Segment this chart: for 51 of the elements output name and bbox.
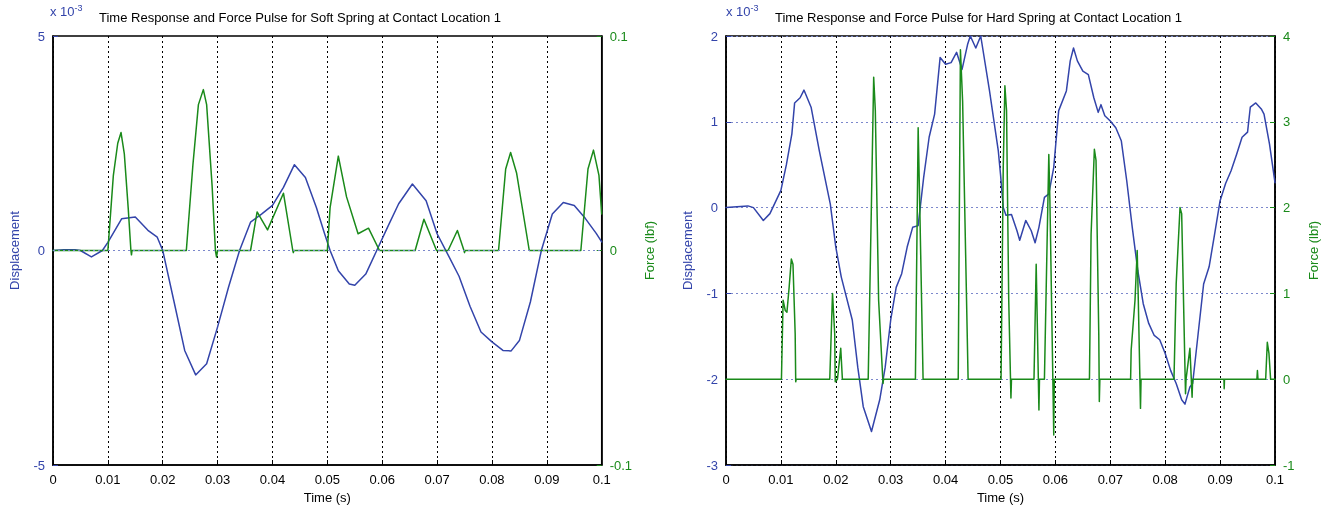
x-tick-label: 0.02 <box>150 472 176 487</box>
x-tick-label: 0.05 <box>987 472 1014 487</box>
y-tick-label: 5 <box>37 28 45 44</box>
y2-tick-label: 4 <box>1283 28 1291 44</box>
x-tick-label: 0.1 <box>1265 472 1285 487</box>
y2-tick-label: -1 <box>1283 457 1295 473</box>
x-tick-label: 0 <box>722 472 730 487</box>
y2-axis-title: Force (lbf) <box>642 220 657 281</box>
y-tick-label: -1 <box>706 285 718 301</box>
y-tick-label: 0 <box>37 243 45 258</box>
x-tick-label: 0.08 <box>479 472 505 487</box>
y2-tick-label: 3 <box>1283 114 1291 130</box>
x-axis-title: Time (s) <box>976 489 1025 505</box>
y2-tick-label: 0 <box>609 243 617 258</box>
x-tick-label: 0.01 <box>768 472 794 487</box>
x-tick-label: 0.07 <box>1097 472 1123 487</box>
text: x 10$^{-3}$ <box>726 3 759 20</box>
x-tick-label: 0.04 <box>932 472 959 487</box>
y2-axis-title: Force (lbf) <box>1306 220 1321 281</box>
y-tick-label: 2 <box>710 28 718 44</box>
x-tick-label: 0.05 <box>314 472 341 487</box>
x-axis-title: Time (s) <box>303 489 351 505</box>
x-tick-label: 0.03 <box>204 472 231 487</box>
x-tick-label: 0.01 <box>95 472 121 487</box>
x-tick-label: 0.02 <box>823 472 849 487</box>
x-tick-label: 0.03 <box>878 472 904 487</box>
x-tick-label: 0.1 <box>592 472 611 487</box>
x-tick-label: 0.08 <box>1152 472 1178 487</box>
x-tick-label: 0.04 <box>259 472 286 487</box>
y2-tick-label: 0.1 <box>609 28 628 44</box>
y-tick-label: -2 <box>706 371 718 387</box>
x-tick-label: 0.07 <box>424 472 450 487</box>
line-series <box>52 88 603 258</box>
x-tick-label: 0.06 <box>1042 472 1069 487</box>
y-tick-label: 1 <box>710 114 718 130</box>
y-tick-label: 0 <box>710 200 718 216</box>
chart-title: Time Response and Force Pulse for Hard Spring at Contact Location 1 <box>775 10 1183 25</box>
x-tick-label: 0.06 <box>369 472 395 487</box>
y-tick-label: -5 <box>33 457 45 473</box>
y2-tick-label: 0 <box>1283 371 1291 387</box>
text: x 10$^{-3}$ <box>50 3 83 20</box>
chart-title: Time Response and Force Pulse for Soft Spring at Contact Location 1 <box>99 10 502 25</box>
x-tick-label: 0.09 <box>534 472 560 487</box>
y-axis-title: Displacement <box>680 210 695 290</box>
y2-tick-label: 2 <box>1283 200 1291 216</box>
y-axis-title: Displacement <box>7 210 22 290</box>
y-tick-label: -3 <box>706 457 718 473</box>
y2-tick-label: 1 <box>1283 285 1291 301</box>
x-tick-label: 0.09 <box>1207 472 1233 487</box>
y2-tick-label: -0.1 <box>609 457 633 473</box>
x-tick-label: 0 <box>49 472 57 487</box>
